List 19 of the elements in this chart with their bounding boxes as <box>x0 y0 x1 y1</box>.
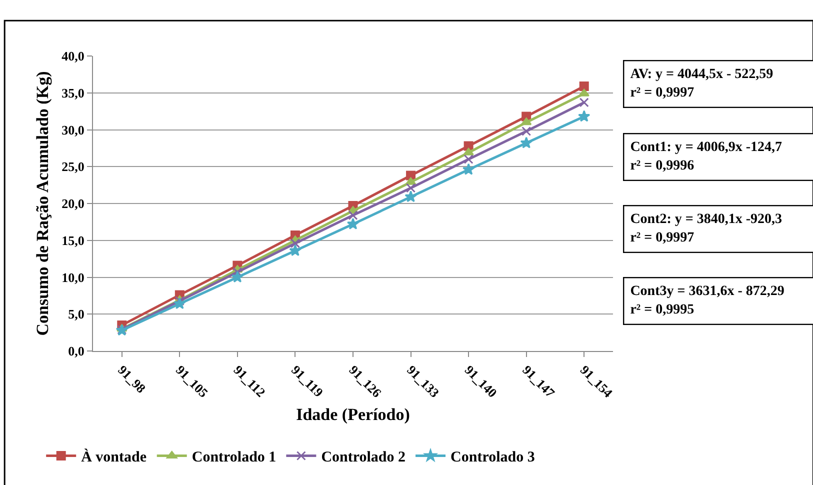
x-axis-title: Idade (Período) <box>296 405 410 424</box>
legend-label: Controlado 1 <box>192 450 276 466</box>
text: Cont3y = 3631,6x - 872,29 r² = 0,9995 <box>630 284 784 318</box>
legend-label: Controlado 3 <box>450 450 535 466</box>
y-tick-label: 25,0 <box>62 159 84 174</box>
y-tick-label: 15,0 <box>62 232 84 248</box>
legend-label: Controlado 2 <box>321 450 406 466</box>
text: Cont2: y = 3840,1x -920,3 r² = 0,9997 <box>630 212 782 246</box>
text: Cont1: y = 4006,9x -124,7 r² = 0,9996 <box>630 140 782 174</box>
y-tick-label: 35,0 <box>62 85 84 100</box>
legend-label: À vontade <box>81 448 147 466</box>
y-tick-label: 40,0 <box>62 48 84 64</box>
y-axis-title: Consumo de Ração Acumulado (Kg) <box>33 71 52 336</box>
text: AV: y = 4044,5x - 522,59 r² = 0,9997 <box>630 67 774 100</box>
y-tick-label: 0,0 <box>68 344 84 359</box>
y-tick-label: 30,0 <box>62 122 84 138</box>
y-tick-label: 5,0 <box>68 306 84 322</box>
y-tick-label: 10,0 <box>62 270 84 285</box>
y-tick-label: 20,0 <box>62 196 84 212</box>
